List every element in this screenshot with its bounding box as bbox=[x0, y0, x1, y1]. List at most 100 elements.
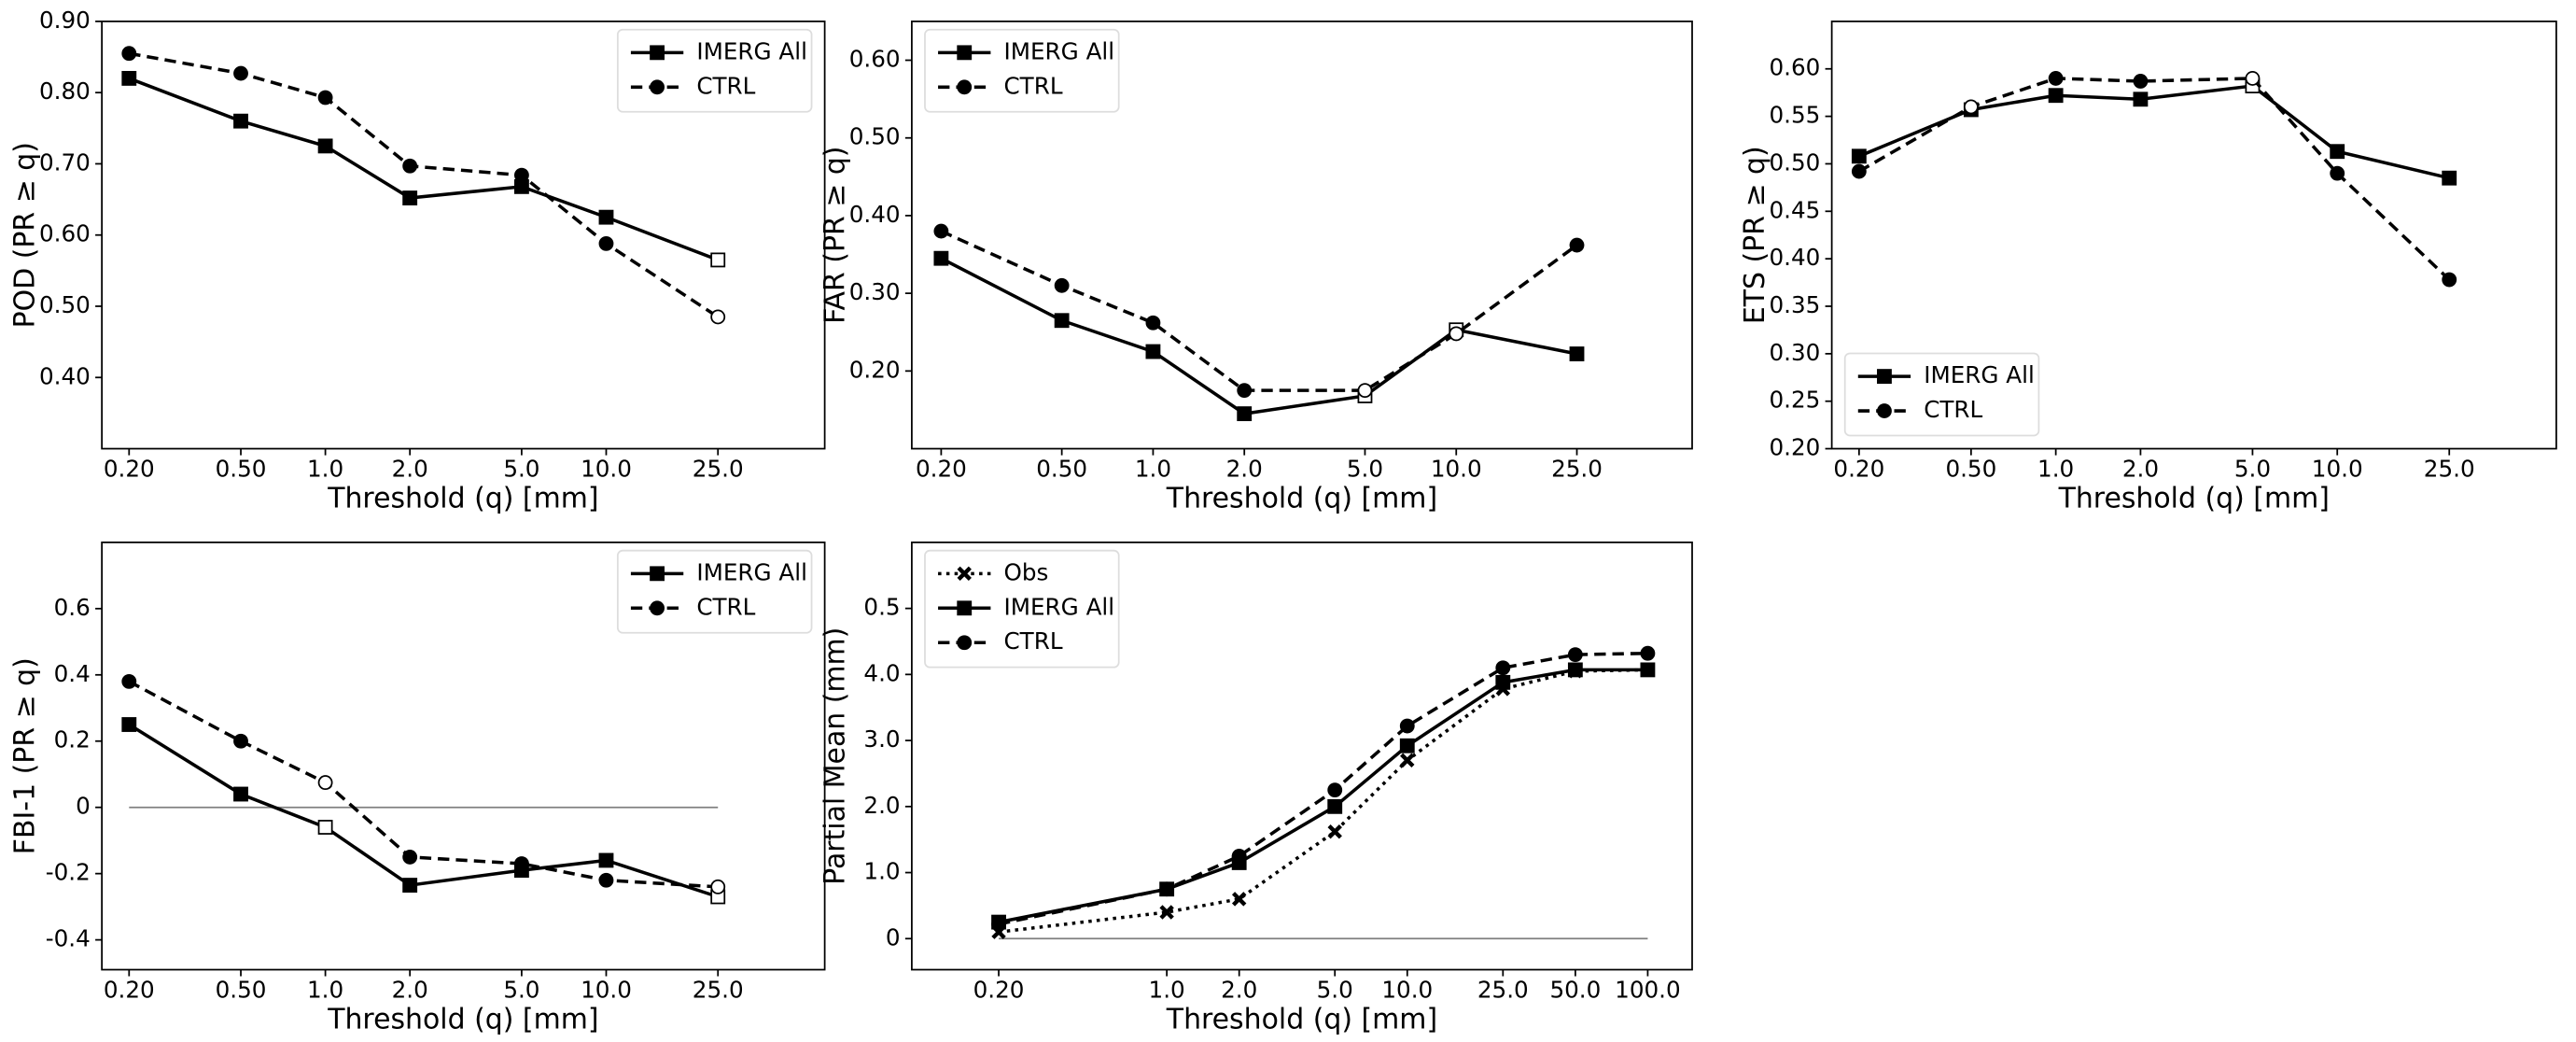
y-tick-label: 0.2 bbox=[54, 726, 91, 753]
x-tick-label: 0.50 bbox=[216, 976, 267, 1003]
legend-frame bbox=[924, 549, 1120, 669]
marker bbox=[933, 223, 949, 239]
y-tick-label: 0.60 bbox=[849, 46, 901, 73]
marker bbox=[1231, 892, 1247, 907]
legend-label: CTRL bbox=[1924, 396, 1982, 423]
marker bbox=[1145, 344, 1161, 359]
marker bbox=[1054, 277, 1070, 293]
panel: 0.20 0.50 1.0 2.0 5.0 10.0 25.0 0.40 0.50 0.60 0.7… bbox=[9, 7, 826, 515]
marker bbox=[2442, 170, 2457, 186]
marker bbox=[710, 252, 726, 268]
x-tick-label: 50.0 bbox=[1549, 976, 1601, 1003]
x-tick-label: 0.20 bbox=[104, 455, 155, 482]
marker bbox=[1449, 326, 1464, 342]
marker bbox=[2048, 88, 2064, 104]
marker bbox=[402, 158, 418, 174]
x-tick-label: 25.0 bbox=[693, 455, 744, 482]
marker bbox=[1231, 848, 1247, 864]
x-tick-label: 5.0 bbox=[2234, 455, 2271, 482]
x-tick-label: 1.0 bbox=[2037, 455, 2074, 482]
x-tick-label: 0.50 bbox=[1036, 455, 1087, 482]
y-axis-label: FBI-1 (PR ≥ q) bbox=[9, 657, 42, 854]
x-tick-label: 2.0 bbox=[1226, 455, 1263, 482]
marker bbox=[1569, 237, 1585, 253]
legend-frame bbox=[924, 28, 1120, 113]
legend: IMERG All CTRL bbox=[1843, 352, 2040, 437]
y-axis-label: FAR (PR ≥ q) bbox=[819, 147, 851, 324]
legend-label: CTRL bbox=[696, 72, 755, 99]
axes-frame bbox=[1830, 21, 2557, 450]
y-tick-label: 4.0 bbox=[863, 659, 900, 686]
y-tick-label: 0.55 bbox=[1769, 102, 1820, 129]
x-tick-label: 10.0 bbox=[581, 976, 632, 1003]
y-tick-label: 0.40 bbox=[849, 201, 901, 228]
series-line bbox=[998, 668, 1648, 924]
legend: IMERG All CTRL bbox=[616, 28, 813, 113]
y-tick-label: 0.80 bbox=[39, 77, 91, 105]
legend-label: CTRL bbox=[1003, 627, 1062, 655]
x-tick-label: 0.20 bbox=[104, 976, 155, 1003]
y-tick-label: 0.20 bbox=[1769, 434, 1820, 461]
marker bbox=[1495, 674, 1511, 690]
y-tick-label: 0.50 bbox=[1769, 148, 1820, 176]
y-tick-label: 0.30 bbox=[1769, 339, 1820, 366]
x-tick-label: 5.0 bbox=[1317, 976, 1353, 1003]
legend-marker bbox=[1877, 403, 1892, 418]
marker bbox=[1327, 824, 1342, 839]
x-tick-label: 1.0 bbox=[1135, 455, 1171, 482]
y-tick-label: -0.4 bbox=[46, 925, 91, 952]
marker bbox=[1640, 662, 1656, 678]
marker bbox=[121, 46, 137, 62]
legend-frame bbox=[1843, 352, 2040, 437]
legend: IMERG All CTRL bbox=[924, 28, 1120, 113]
marker bbox=[121, 717, 137, 732]
y-tick-label: 0 bbox=[886, 923, 901, 950]
marker bbox=[2442, 272, 2457, 288]
x-tick-label: 5.0 bbox=[1347, 455, 1383, 482]
series-line bbox=[940, 229, 1578, 392]
axes-frame bbox=[101, 21, 826, 450]
legend-label: IMERG All bbox=[1003, 37, 1114, 64]
marker bbox=[1159, 881, 1175, 897]
legend-frame bbox=[616, 549, 813, 634]
y-tick-label: 0.60 bbox=[1769, 54, 1820, 81]
legend-label: CTRL bbox=[696, 593, 755, 620]
legend-label: IMERG All bbox=[696, 37, 807, 64]
marker bbox=[317, 90, 333, 106]
y-tick-label: 0.90 bbox=[39, 7, 91, 34]
legend-marker bbox=[957, 566, 972, 582]
legend-marker bbox=[650, 79, 665, 95]
y-tick-label: 0.60 bbox=[39, 220, 91, 247]
marker bbox=[513, 167, 529, 183]
x-tick-label: 25.0 bbox=[2424, 455, 2475, 482]
marker bbox=[233, 113, 248, 129]
y-tick-label: 0.50 bbox=[39, 291, 91, 318]
y-tick-label: 0.5 bbox=[863, 594, 900, 621]
y-tick-label: 2.0 bbox=[863, 792, 900, 819]
marker bbox=[1145, 315, 1161, 331]
marker bbox=[2048, 70, 2064, 86]
x-tick-label: 5.0 bbox=[503, 976, 539, 1003]
marker bbox=[2245, 70, 2261, 86]
x-tick-label: 0.50 bbox=[1945, 455, 1996, 482]
marker bbox=[1054, 313, 1070, 329]
legend-label: IMERG All bbox=[696, 558, 807, 585]
marker bbox=[121, 70, 137, 86]
x-tick-label: 10.0 bbox=[1381, 976, 1433, 1003]
panel: 0.20 0.50 1.0 2.0 5.0 10.0 25.0 0.20 0.25 0.30 0.3… bbox=[1739, 21, 2557, 515]
y-tick-label: 0.70 bbox=[39, 148, 91, 176]
marker bbox=[121, 673, 137, 689]
axes-frame bbox=[911, 542, 1693, 971]
legend-marker bbox=[1877, 369, 1892, 385]
legend-marker bbox=[957, 600, 973, 616]
y-tick-label: 0.4 bbox=[54, 660, 91, 687]
marker bbox=[1159, 905, 1174, 920]
marker bbox=[1567, 647, 1583, 663]
marker bbox=[1399, 738, 1415, 753]
x-axis-label: Threshold (q) [mm] bbox=[327, 483, 598, 515]
x-tick-label: 0.50 bbox=[216, 455, 267, 482]
x-tick-label: 25.0 bbox=[1551, 455, 1603, 482]
marker bbox=[402, 190, 418, 205]
y-tick-label: 0.20 bbox=[849, 356, 901, 383]
